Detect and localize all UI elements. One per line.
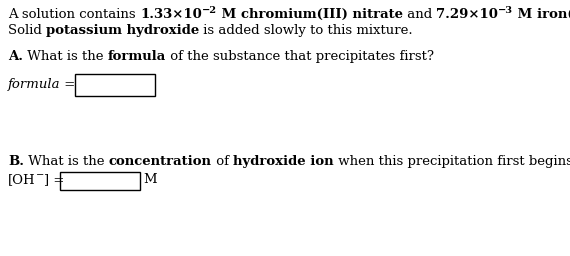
Text: −3: −3 [498,6,513,15]
Text: =: = [60,78,76,91]
Text: ] =: ] = [44,173,64,186]
Text: and: and [402,8,436,21]
Text: concentration: concentration [109,155,211,168]
Text: when this precipitation first begins?: when this precipitation first begins? [333,155,570,168]
Text: potassium hydroxide: potassium hydroxide [46,24,200,37]
Text: formula: formula [108,50,166,63]
Text: −: − [35,171,44,180]
Text: chromium(III) nitrate: chromium(III) nitrate [241,8,402,21]
Text: 7.29×10: 7.29×10 [436,8,498,21]
Text: A solution contains: A solution contains [8,8,140,21]
Text: What is the: What is the [23,50,108,63]
Text: −2: −2 [202,6,217,15]
Text: [OH: [OH [8,173,35,186]
Text: M: M [143,173,157,186]
Text: Solid: Solid [8,24,46,37]
Text: iron(II) acetate: iron(II) acetate [537,8,570,21]
Text: M: M [217,8,241,21]
Text: 1.33×10: 1.33×10 [140,8,202,21]
Text: What is the: What is the [24,155,109,168]
Text: of the substance that precipitates first?: of the substance that precipitates first… [166,50,434,63]
Text: B.: B. [8,155,24,168]
Bar [60,172,140,190]
Text: M: M [513,8,537,21]
Bar [75,74,155,96]
Text: is added slowly to this mixture.: is added slowly to this mixture. [200,24,413,37]
Text: formula: formula [8,78,60,91]
Text: hydroxide ion: hydroxide ion [233,155,333,168]
Text: of: of [211,155,233,168]
Text: A.: A. [8,50,23,63]
